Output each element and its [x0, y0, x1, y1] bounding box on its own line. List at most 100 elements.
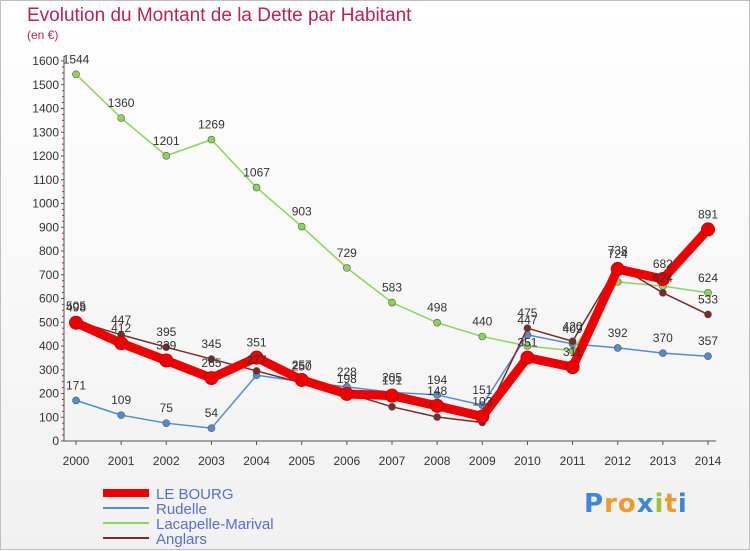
data-point [655, 272, 670, 287]
data-label: 395 [156, 325, 176, 339]
data-point [117, 411, 125, 419]
x-tick-label: 2009 [469, 454, 496, 468]
data-point [388, 402, 396, 411]
y-tick-label: 800 [39, 244, 59, 258]
data-label: 891 [698, 207, 718, 221]
y-tick-label: 200 [39, 387, 59, 401]
data-label: 351 [247, 336, 267, 350]
data-point [252, 183, 261, 192]
data-label: 903 [292, 205, 312, 219]
data-label: 311 [563, 345, 582, 359]
logo-letter: t [664, 489, 678, 519]
series-layer [69, 70, 715, 432]
logo-letter: x [636, 489, 655, 519]
y-tick-label: 600 [39, 292, 59, 306]
data-point [249, 350, 264, 365]
y-tick-label: 900 [39, 220, 59, 234]
unit-label: (en €) [27, 28, 59, 42]
data-point [430, 398, 445, 413]
data-label: 1360 [108, 96, 135, 110]
logo-letter: i [654, 489, 665, 519]
data-point [297, 222, 306, 231]
data-label: 392 [608, 326, 628, 340]
x-tick-label: 2007 [379, 454, 406, 468]
data-point [343, 264, 351, 272]
logo-letter: r [604, 489, 618, 519]
data-point [523, 324, 532, 332]
data-point [114, 336, 129, 351]
data-label: 148 [427, 384, 447, 398]
x-tick-label: 2005 [288, 454, 315, 468]
data-point [339, 386, 354, 401]
data-label: 205 [382, 370, 402, 384]
y-tick-label: 1600 [32, 54, 59, 68]
x-tick-label: 2006 [334, 454, 361, 468]
data-point [433, 413, 441, 421]
y-tick-label: 500 [39, 315, 59, 329]
legend-label: Rudelle [156, 501, 207, 518]
data-point [388, 298, 396, 307]
data-point [568, 337, 577, 346]
data-point [162, 151, 171, 160]
data-label: 624 [698, 271, 718, 285]
data-label: 624 [653, 271, 673, 285]
data-point [704, 310, 712, 319]
data-label: 339 [156, 338, 176, 352]
data-label: 498 [427, 301, 447, 315]
data-label: 277 [247, 353, 267, 367]
logo-letter: i [677, 489, 688, 519]
y-tick-label: 400 [39, 339, 59, 353]
data-point [69, 315, 83, 330]
data-label: 357 [698, 334, 718, 348]
data-label: 440 [472, 315, 492, 329]
data-point [159, 353, 174, 368]
data-point [610, 262, 625, 277]
data-point [478, 332, 487, 341]
x-tick-label: 2008 [424, 454, 451, 468]
x-tick-label: 2001 [108, 454, 135, 468]
data-point [704, 288, 712, 297]
data-label: 738 [608, 244, 628, 258]
data-label: 1201 [153, 134, 180, 148]
x-tick-label: 2012 [604, 454, 631, 468]
data-label: 265 [201, 356, 221, 370]
data-label: 228 [337, 365, 357, 379]
data-point [207, 424, 216, 432]
data-point [162, 343, 171, 351]
data-point [117, 114, 125, 122]
y-tick-label: 700 [39, 268, 59, 282]
data-label: 724 [608, 247, 628, 261]
y-tick-label: 1300 [32, 125, 59, 139]
logo-letter: o [617, 489, 637, 519]
data-point [207, 355, 216, 363]
data-label: 420 [563, 319, 583, 333]
data-label: 370 [653, 331, 673, 345]
x-tick-label: 2000 [63, 454, 90, 468]
data-label: 447 [517, 313, 537, 327]
x-tick-label: 2014 [695, 454, 722, 468]
data-labels-layer: 498 412 339 265 351 257 198 191 148 103 351 311 724 6… [63, 52, 719, 420]
data-point [72, 396, 80, 405]
x-tick-label: 2011 [560, 454, 586, 468]
data-label: 729 [337, 246, 357, 260]
data-label: 409 [563, 322, 583, 336]
data-label: 505 [66, 299, 86, 313]
data-point [385, 388, 399, 403]
axes: 0 100 200 300 400 500 600 700 800 900 1000 1100 1200… [32, 54, 721, 468]
y-tick-label: 0 [52, 434, 59, 448]
data-point [704, 352, 712, 361]
data-point [613, 344, 622, 352]
data-label: 198 [337, 372, 357, 386]
data-point [72, 70, 80, 79]
chart-title: Evolution du Montant de la Dette par Hab… [27, 5, 412, 26]
data-label: 498 [66, 301, 86, 315]
data-point [433, 391, 441, 399]
data-label: 54 [205, 406, 219, 420]
data-label: 250 [292, 360, 312, 374]
legend-label: LE BOURG [156, 486, 234, 503]
data-label: 1269 [198, 118, 225, 132]
data-label: 171 [66, 378, 86, 392]
data-label: 345 [201, 337, 221, 351]
